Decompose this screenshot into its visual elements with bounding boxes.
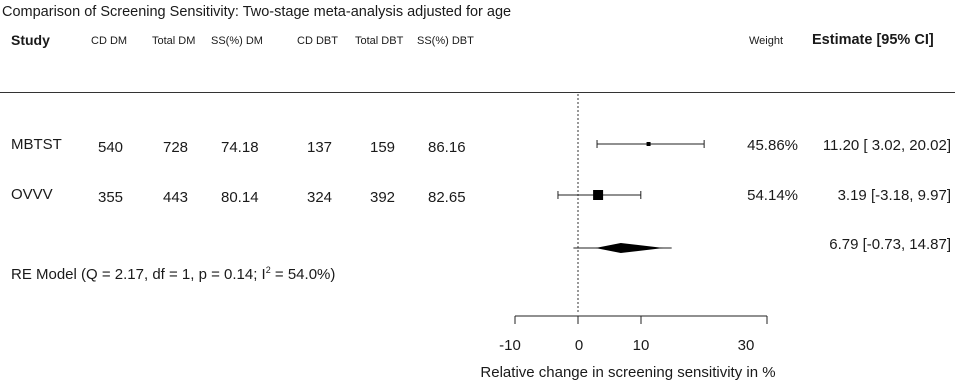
summary-estimate-value: 6.79 [-0.73, 14.87] [829,236,951,253]
table-cell: 137 [307,139,333,156]
chart-title: Comparison of Screening Sensitivity: Two… [2,4,512,20]
table-cell: 355 [98,189,124,206]
x-tick-label: 30 [737,337,755,354]
x-tick-label: 10 [632,337,650,354]
point-estimate-square [593,190,604,200]
study-name: MBTST [11,136,62,153]
header-estimate: Estimate [95% CI] [812,32,934,48]
header-cd-dm: CD DM [91,35,128,47]
summary-label-prefix: RE Model (Q = 2.17, df = 1, p = 0.14; I [11,266,266,283]
estimate-value: 11.20 [ 3.02, 20.02] [822,137,951,154]
header-ss-dbt: SS(%) DBT [417,35,474,47]
x-tick-label: 0 [574,337,584,354]
table-cell: 443 [163,189,189,206]
table-cell: 74.18 [221,139,259,156]
header-total-dm: Total DM [152,35,196,47]
study-name: OVVV [11,186,53,203]
header-ss-dm: SS(%) DM [211,35,263,47]
header-weight: Weight [749,35,784,47]
summary-diamond [595,243,664,253]
estimate-value: 3.19 [-3.18, 9.97] [837,187,951,204]
header-cd-dbt: CD DBT [297,35,338,47]
table-cell: 392 [370,189,396,206]
header-study: Study [11,32,50,48]
table-cell: 82.65 [428,189,466,206]
summary-label: RE Model (Q = 2.17, df = 1, p = 0.14; I2… [11,265,335,283]
x-axis-label: Relative change in screening sensitivity… [480,364,776,381]
table-cell: 324 [307,189,333,206]
table-cell: 159 [370,139,396,156]
header-total-dbt: Total DBT [355,35,404,47]
table-cell: 80.14 [221,189,259,206]
point-estimate-square [646,142,651,146]
weight-value: 45.86% [747,137,798,154]
table-cell: 728 [163,139,189,156]
table-cell: 540 [98,139,124,156]
header-divider [0,92,955,93]
table-cell: 86.16 [428,139,466,156]
weight-value: 54.14% [747,187,798,204]
x-tick-label: -10 [499,337,521,354]
summary-label-suffix: = 54.0%) [270,266,336,283]
summary-label-superscript: 2 [265,265,271,275]
